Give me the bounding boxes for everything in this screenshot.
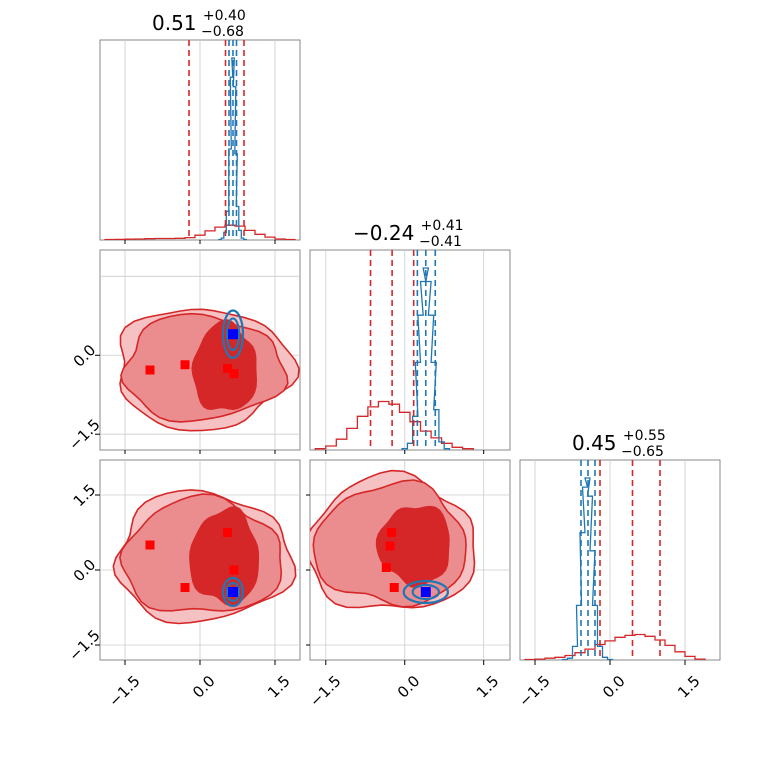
y-tick-label: 1.5 — [70, 481, 100, 511]
blue-contours-p0_p1 — [221, 309, 245, 359]
blue-histogram — [218, 57, 247, 240]
red-marker — [180, 583, 190, 592]
red-marker — [145, 540, 155, 550]
red-marker — [387, 528, 397, 537]
x-tick-label: 1.5 — [473, 672, 503, 702]
contour-line-layer — [221, 309, 449, 608]
red-histogram — [314, 400, 474, 450]
x-tick-label: −1.5 — [306, 672, 344, 710]
red-histogram — [524, 633, 706, 660]
red-marker — [223, 528, 232, 537]
histograms-p1 — [314, 250, 474, 450]
y-tick-label: 0.0 — [70, 341, 100, 371]
red-marker — [145, 365, 155, 375]
blue-contour-level — [221, 576, 245, 608]
title-p1: −0.24 +0.41 −0.41 — [353, 211, 470, 250]
red-histogram — [104, 224, 296, 240]
red-marker — [223, 363, 232, 373]
blue-contours-p0_p2 — [221, 576, 245, 608]
panel-hist-p2 — [519, 459, 721, 661]
blue-contour-level — [225, 581, 241, 603]
histogram-layer — [104, 40, 706, 660]
blue-contour-level — [225, 317, 241, 352]
blue-histogram — [561, 477, 614, 660]
x-tick-label: 1.5 — [264, 672, 294, 702]
x-tick-label: −1.5 — [515, 672, 553, 710]
marker-layer — [145, 329, 431, 597]
red-contour-inner — [189, 506, 260, 607]
red-marker — [385, 541, 395, 551]
blue-marker — [420, 587, 431, 597]
blue-contours-p1_p2 — [402, 579, 449, 605]
x-tick-label: −1.5 — [105, 672, 143, 710]
blue-contour-level — [402, 579, 449, 605]
blue-marker — [228, 329, 238, 340]
x-tick-label: 1.5 — [674, 672, 704, 702]
red-marker — [389, 583, 399, 592]
red-marker — [229, 565, 239, 575]
red-contours-p0_p1 — [119, 308, 300, 432]
histograms-p0 — [104, 40, 296, 240]
x-tick-label: 0.0 — [189, 672, 219, 702]
red-marker — [180, 360, 190, 370]
x-tick-label: 0.0 — [599, 672, 629, 702]
blue-contour-level — [411, 583, 441, 601]
blue-histogram — [401, 267, 451, 450]
red-marker — [381, 563, 391, 572]
title-p2: 0.45 +0.55 −0.65 — [572, 421, 672, 460]
title-p0: 0.51 +0.40 −0.68 — [152, 1, 252, 40]
x-tick-label: 0.0 — [394, 672, 424, 702]
red-marker — [229, 369, 239, 379]
panel-hist-p1 — [309, 249, 511, 451]
histograms-p2 — [524, 460, 706, 660]
y-tick-label: 0.0 — [70, 556, 100, 586]
blue-contour-level — [221, 309, 245, 359]
blue-marker — [228, 587, 238, 597]
red-contour-inner — [375, 505, 450, 589]
